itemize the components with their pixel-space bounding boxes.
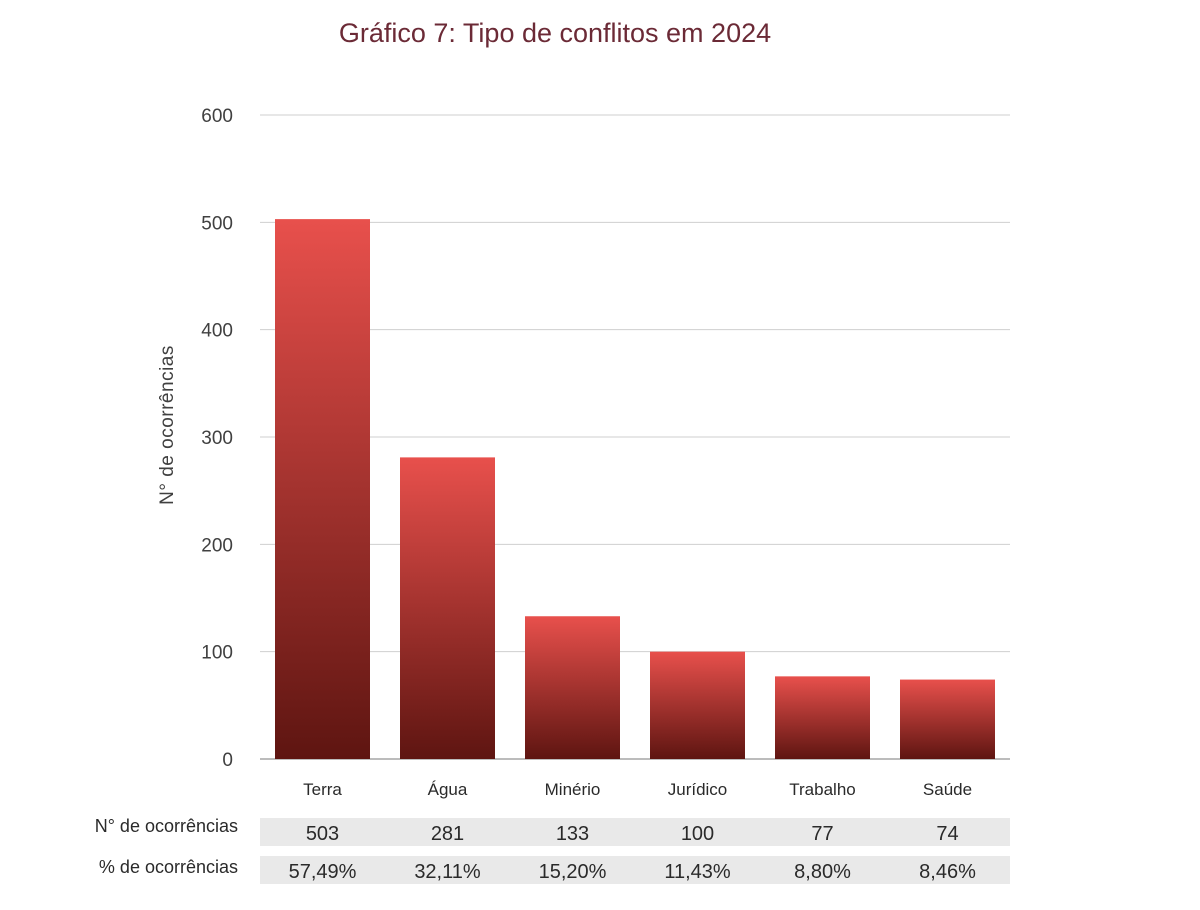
y-tick-label: 500 bbox=[201, 213, 233, 234]
table-cell: 74 bbox=[936, 823, 958, 845]
table-row-label-count: N° de ocorrências bbox=[94, 816, 238, 836]
table-cell: 77 bbox=[811, 823, 833, 845]
bar bbox=[900, 679, 995, 759]
x-tick-label: Minério bbox=[545, 780, 601, 799]
bar bbox=[525, 616, 620, 759]
table-cell: 15,20% bbox=[539, 861, 607, 883]
table-cell: 503 bbox=[306, 823, 339, 845]
y-tick-label: 0 bbox=[222, 750, 233, 771]
x-tick-label: Trabalho bbox=[789, 780, 855, 799]
chart-title: Gráfico 7: Tipo de conflitos em 2024 bbox=[338, 18, 772, 48]
table-cell: 281 bbox=[431, 823, 464, 845]
y-tick-label: 100 bbox=[201, 643, 233, 664]
table-cell: 100 bbox=[681, 823, 714, 845]
table-cell: 8,46% bbox=[919, 861, 976, 883]
table-row-label-percent: % de ocorrências bbox=[98, 857, 238, 877]
x-tick-label: Jurídico bbox=[668, 780, 728, 799]
y-tick-label: 200 bbox=[201, 535, 233, 556]
x-tick-label: Terra bbox=[303, 780, 342, 799]
table-cell: 57,49% bbox=[289, 861, 357, 883]
table-cell: 8,80% bbox=[794, 861, 851, 883]
x-tick-label: Água bbox=[428, 780, 468, 799]
table-cell: 133 bbox=[556, 823, 589, 845]
y-tick-label: 600 bbox=[201, 106, 233, 127]
bar bbox=[775, 676, 870, 759]
table-row-background bbox=[260, 818, 1010, 846]
table-row-background bbox=[260, 856, 1010, 884]
x-tick-label: Saúde bbox=[923, 780, 972, 799]
bar bbox=[275, 219, 370, 759]
table-cell: 32,11% bbox=[414, 861, 481, 883]
table-cell: 11,43% bbox=[664, 861, 731, 883]
bar bbox=[400, 457, 495, 759]
bar bbox=[650, 651, 745, 759]
y-tick-label: 400 bbox=[201, 321, 233, 342]
y-tick-label: 300 bbox=[201, 428, 233, 449]
